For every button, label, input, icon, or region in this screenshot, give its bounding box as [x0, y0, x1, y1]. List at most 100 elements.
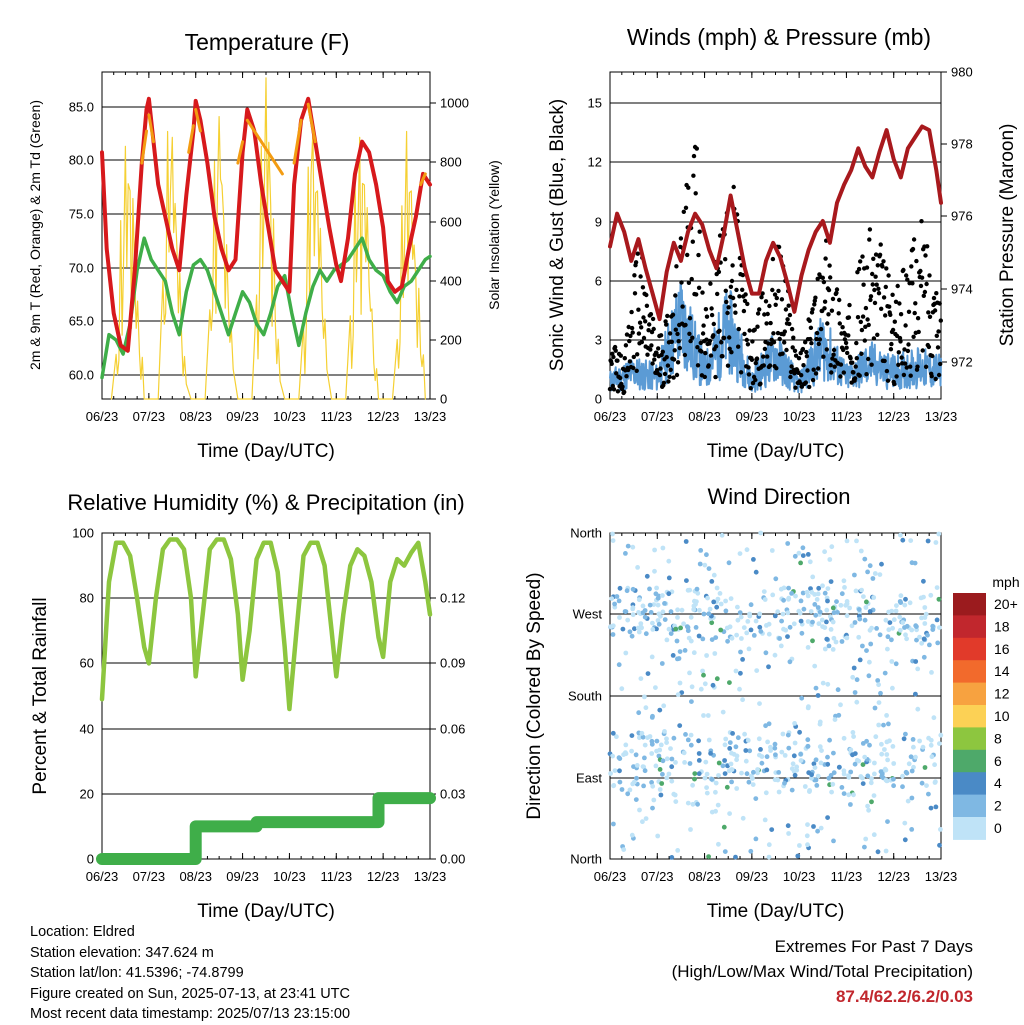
direction-point	[690, 782, 695, 788]
gust-point	[755, 311, 761, 316]
direction-point	[927, 642, 932, 648]
direction-point	[824, 619, 829, 625]
direction-point	[862, 556, 868, 562]
direction-point	[900, 620, 906, 625]
gust-point	[831, 352, 836, 357]
direction-point	[722, 742, 728, 748]
gust-point	[744, 337, 749, 343]
gust-point	[652, 357, 657, 362]
gust-point	[792, 371, 797, 376]
direction-point	[652, 547, 657, 553]
direction-point	[660, 771, 665, 777]
direction-point	[714, 604, 720, 610]
y-tick-label: North	[570, 526, 602, 541]
direction-point	[655, 602, 661, 608]
gust-point	[804, 354, 810, 359]
direction-point	[871, 595, 877, 600]
direction-point	[761, 589, 767, 594]
direction-point	[734, 632, 739, 638]
gust-point	[901, 267, 906, 273]
direction-point	[610, 753, 615, 759]
direction-point	[612, 768, 618, 773]
direction-point	[727, 680, 732, 685]
direction-point	[650, 627, 656, 632]
direction-point	[653, 685, 658, 690]
direction-point	[652, 568, 657, 574]
plot-frame	[101, 71, 431, 400]
legend-swatch	[953, 705, 986, 728]
x-tick-label: 07/23	[641, 869, 674, 884]
gust-point	[873, 252, 879, 257]
direction-point	[673, 760, 678, 765]
y-tick-label: 3	[595, 333, 602, 348]
direction-point	[819, 748, 824, 753]
gust-point	[639, 339, 644, 345]
direction-point	[825, 754, 830, 760]
gust-point	[713, 344, 719, 349]
plot-frame	[609, 532, 942, 860]
gust-point	[852, 376, 858, 381]
direction-point	[853, 588, 859, 594]
gust-point	[887, 304, 892, 309]
direction-point	[755, 767, 760, 772]
direction-point	[917, 738, 922, 744]
gust-point	[854, 356, 859, 361]
gust-point	[717, 328, 722, 333]
direction-point	[928, 805, 934, 811]
direction-point	[805, 744, 811, 749]
gust-point	[871, 256, 876, 261]
direction-point	[612, 601, 617, 607]
gust-point	[910, 246, 916, 252]
direction-point	[815, 693, 821, 698]
gust-point	[828, 275, 833, 280]
direction-point	[890, 625, 895, 631]
direction-point	[828, 627, 834, 632]
direction-point	[763, 790, 769, 796]
x-tick-label: 09/23	[226, 869, 259, 884]
direction-point	[820, 624, 825, 629]
direction-point	[819, 617, 825, 623]
gust-point	[745, 342, 751, 347]
x-tick-label: 06/23	[594, 409, 627, 424]
gust-point	[904, 365, 909, 370]
direction-point	[739, 636, 744, 641]
direction-point	[782, 753, 788, 758]
direction-point	[928, 737, 934, 743]
direction-point	[664, 775, 670, 781]
y-tick-label: 85.0	[69, 100, 94, 115]
gust-point	[931, 295, 937, 301]
gust-point	[708, 281, 713, 286]
gust-point	[674, 264, 679, 269]
gust-point	[629, 325, 635, 331]
gust-point	[762, 312, 767, 317]
gust-point	[898, 339, 903, 344]
direction-point	[656, 611, 662, 617]
direction-point	[650, 713, 655, 719]
direction-point	[921, 654, 927, 660]
direction-point	[713, 635, 719, 640]
direction-point	[847, 605, 852, 611]
direction-point	[898, 532, 903, 538]
direction-point	[617, 756, 623, 761]
gust-point	[868, 297, 873, 303]
direction-point	[832, 717, 838, 722]
gust-point	[876, 291, 882, 296]
direction-point	[623, 650, 629, 656]
gust-point	[729, 350, 734, 355]
direction-point	[937, 741, 942, 746]
y-right-tick-label: 0.03	[440, 787, 465, 802]
direction-point	[651, 797, 657, 803]
gust-point	[804, 349, 809, 355]
direction-point	[691, 603, 697, 609]
direction-point	[629, 748, 634, 754]
gust-point	[814, 336, 819, 342]
direction-point	[730, 731, 735, 736]
chart-title: Wind Direction	[707, 484, 850, 509]
direction-point	[846, 792, 852, 798]
direction-point	[936, 531, 942, 537]
gust-point	[878, 242, 883, 247]
gust-point	[633, 260, 639, 265]
direction-point	[815, 828, 820, 834]
direction-point	[739, 770, 744, 776]
gust-point	[666, 379, 671, 384]
